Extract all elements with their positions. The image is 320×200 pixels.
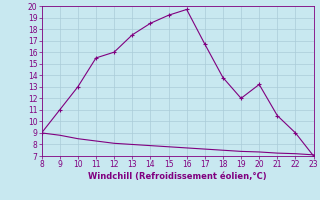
X-axis label: Windchill (Refroidissement éolien,°C): Windchill (Refroidissement éolien,°C) — [88, 172, 267, 181]
